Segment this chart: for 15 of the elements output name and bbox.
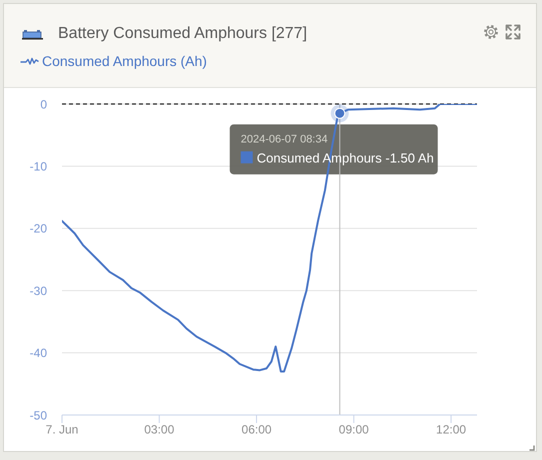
y-tick-label: 0 — [40, 97, 48, 112]
x-tick-label: 09:00 — [338, 422, 370, 437]
y-tick-label: -50 — [30, 408, 48, 422]
legend-label: Consumed Amphours (Ah) — [42, 52, 207, 70]
y-tick-label: -30 — [30, 284, 48, 298]
annotation: 2024-06-07 08:34 — [240, 133, 328, 146]
chart-title: Battery Consumed Amphours [277] — [58, 25, 308, 42]
y-tick-label: -20 — [30, 222, 48, 236]
y-tick-label: -40 — [30, 346, 48, 360]
line-series — [62, 104, 477, 372]
x-tick-label: 06:00 — [242, 422, 272, 437]
x-tick-label: 03:00 — [144, 422, 175, 437]
y-tick-label: -10 — [30, 159, 48, 174]
x-tick-label: 7. Jun — [46, 422, 78, 437]
x-tick-label: 12:00 — [436, 422, 466, 437]
